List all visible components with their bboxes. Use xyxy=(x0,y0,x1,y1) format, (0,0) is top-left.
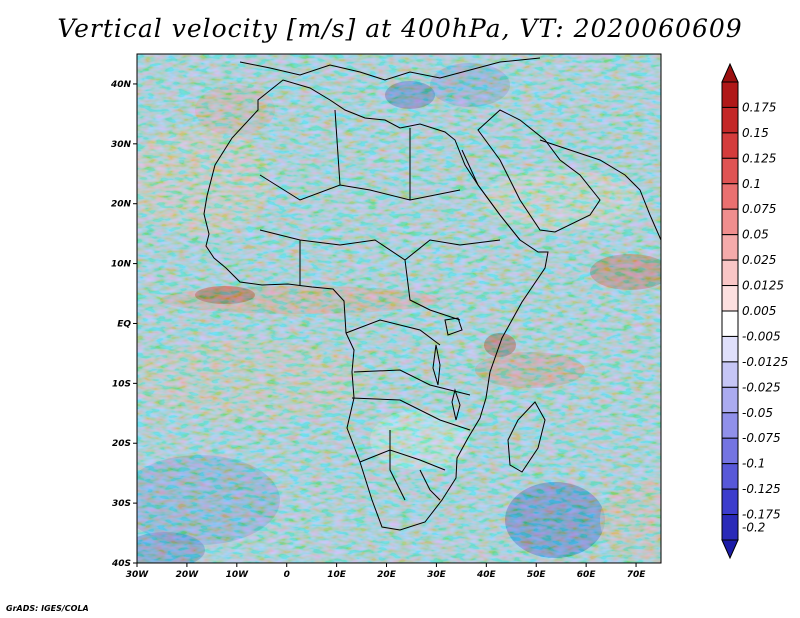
y-tick-label: 30S xyxy=(112,499,131,509)
colorbar-label: 0.1 xyxy=(742,177,761,191)
x-tick-label: 40E xyxy=(476,570,497,580)
colorbar-label: 0.005 xyxy=(742,304,776,318)
x-tick-label: 0 xyxy=(284,570,290,580)
y-axis: 40N 30N 20N 10N EQ 10S 20S 30S 40S xyxy=(110,80,137,569)
x-tick-label: 70E xyxy=(627,570,647,580)
colorbar-bottom-arrow xyxy=(721,539,739,560)
colorbar-top-arrow xyxy=(721,62,739,83)
x-tick-label: 10W xyxy=(226,570,250,580)
y-tick-label: 20S xyxy=(112,439,131,449)
colorbar-label: 0.175 xyxy=(742,100,776,114)
colorbar-label: 0.125 xyxy=(742,151,776,165)
field-plot xyxy=(137,54,661,563)
y-tick-label: 20N xyxy=(111,200,132,210)
colorbar-swatch xyxy=(721,208,739,236)
colorbar-swatch xyxy=(721,106,739,134)
lake-malawi xyxy=(451,388,461,421)
x-tick-label: 30W xyxy=(126,570,150,580)
lake-victoria xyxy=(444,317,463,336)
y-tick-label: 10S xyxy=(112,379,131,389)
colorbar-label: 0.05 xyxy=(742,228,769,242)
colorbar-label: 0.15 xyxy=(742,126,769,140)
colorbar-swatch xyxy=(721,259,739,287)
colorbar-swatch xyxy=(721,437,739,465)
colorbar-label: -0.2 xyxy=(742,520,765,534)
colorbar-label: -0.1 xyxy=(742,457,765,471)
colorbar-label: -0.075 xyxy=(742,431,781,445)
colorbar-swatch xyxy=(721,335,739,363)
europe-coastline xyxy=(239,57,541,81)
x-tick-label: 30E xyxy=(427,570,447,580)
colorbar-swatch xyxy=(721,361,739,388)
lake-tanganyika xyxy=(432,344,441,386)
coastlines-and-borders xyxy=(203,57,661,531)
colorbar-swatch xyxy=(721,81,739,108)
x-tick-label: 60E xyxy=(577,570,597,580)
grads-credit: GrADS: IGES/COLA xyxy=(6,604,89,613)
x-tick-label: 10E xyxy=(327,570,347,580)
colorbar-label: -0.05 xyxy=(742,406,773,420)
colorbar-label: -0.025 xyxy=(742,380,781,394)
y-tick-label: 10N xyxy=(111,260,132,270)
y-tick-label: 40N xyxy=(110,80,132,90)
x-tick-label: 20E xyxy=(377,570,397,580)
colorbar-label: -0.175 xyxy=(742,508,781,522)
colorbar-swatch xyxy=(721,386,739,414)
colorbar-label: -0.125 xyxy=(742,482,781,496)
x-tick-label: 20W xyxy=(176,570,200,580)
y-tick-label: 30N xyxy=(111,140,132,150)
africa-coastline xyxy=(203,79,549,531)
colorbar-swatch xyxy=(721,132,739,159)
colorbar-swatch xyxy=(721,514,739,541)
colorbar-label: -0.0125 xyxy=(742,355,788,369)
colorbar-swatch xyxy=(721,412,739,439)
asia-coastline xyxy=(539,139,661,241)
colorbar-swatch xyxy=(721,285,739,312)
colorbar-label: 0.075 xyxy=(742,202,776,216)
colorbar-swatch xyxy=(721,157,739,185)
colorbar-label: -0.005 xyxy=(742,329,781,343)
colorbar-swatch xyxy=(721,310,739,337)
map-title: Vertical velocity [m/s] at 400hPa, VT: 2… xyxy=(57,14,743,43)
colorbar-swatch xyxy=(721,488,739,516)
arabia-coastline xyxy=(477,109,601,233)
colorbar-label: 0.0125 xyxy=(742,279,784,293)
colorbar-swatch xyxy=(721,183,739,210)
x-tick-label: 50E xyxy=(527,570,547,580)
colorbar: 0.175 0.15 0.125 0.1 0.075 0.05 0.025 0.0125 0.0… xyxy=(721,62,788,560)
x-axis: 30W 20W 10W 0 10E 20E 30E 40E 50E 60E 70E xyxy=(126,563,646,580)
colorbar-label: 0.025 xyxy=(742,253,776,267)
y-tick-label: 40S xyxy=(111,559,131,569)
plot-frame xyxy=(136,53,662,564)
y-tick-label: EQ xyxy=(117,319,131,329)
colorbar-swatch xyxy=(721,234,739,261)
colorbar-swatch xyxy=(721,463,739,490)
madagascar-coastline xyxy=(507,401,546,473)
